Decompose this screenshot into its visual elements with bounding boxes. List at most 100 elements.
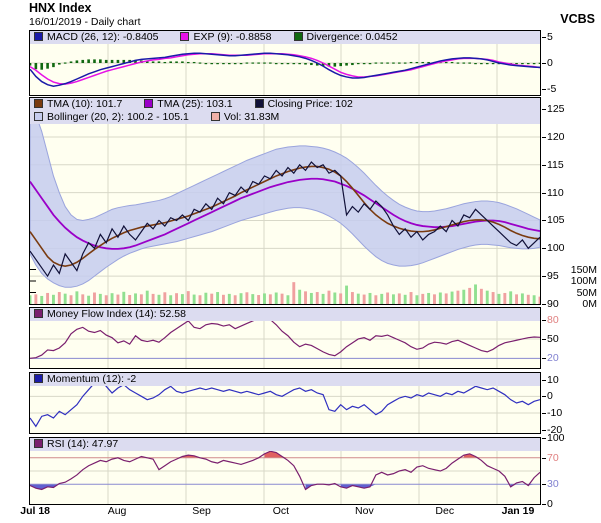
legend-label: MACD (26, 12): -0.8405 [47, 31, 159, 43]
y-axis-label-rsi: 70 [547, 451, 559, 464]
panel-legend: Momentum (12): -2 [30, 373, 540, 386]
x-axis-label: Nov [355, 505, 374, 517]
legend-label: TMA (10): 101.7 [47, 98, 123, 110]
x-axis-label: Jul 18 [20, 505, 51, 517]
plot-area [30, 31, 540, 95]
chart-subtitle: 16/01/2019 - Daily chart [29, 16, 141, 28]
legend-row: RSI (14): 47.97 [30, 438, 540, 451]
legend-swatch [34, 31, 43, 41]
y-axis-tick [542, 339, 546, 340]
legend-label: Divergence: 0.0452 [306, 31, 398, 43]
y-axis-tick [542, 430, 546, 431]
legend-swatch [144, 98, 154, 108]
y-axis-tick [542, 89, 546, 90]
y-axis-label-price: 110 [547, 186, 564, 199]
y-axis-label-price: 100 [547, 242, 565, 255]
y-axis-tick [542, 63, 546, 64]
y-axis-label-macd: 5 [547, 31, 553, 44]
legend-label: Closing Price: 102 [267, 98, 353, 110]
legend-row: Bollinger (20, 2): 100.2 - 105.1 Vol: 31.… [30, 111, 540, 124]
x-axis-label: Sep [192, 505, 211, 517]
y-axis-tick [542, 137, 546, 138]
y-axis-label-price: 95 [547, 270, 559, 283]
legend-row: Momentum (12): -2 [30, 373, 540, 386]
legend-label: TMA (25): 103.1 [157, 98, 233, 110]
y-axis-tick [542, 165, 546, 166]
y-axis-label-rsi: 30 [547, 478, 559, 491]
legend-label: RSI (14): 47.97 [47, 438, 119, 450]
legend-swatch [254, 98, 264, 108]
y-axis-tick [542, 396, 546, 397]
y-axis-tick [542, 193, 546, 194]
legend-swatch [210, 111, 220, 121]
y-axis-label-mfi: 80 [547, 313, 559, 326]
legend-swatch [180, 31, 190, 41]
y-axis-tick [542, 413, 546, 414]
panel-legend: MACD (26, 12): -0.8405 EXP (9): -0.8858 Di… [30, 31, 540, 44]
y-axis-label-mfi: 20 [547, 352, 559, 365]
legend-swatch [34, 373, 43, 383]
y-axis-tick [542, 380, 546, 381]
legend-label: Money Flow Index (14): 52.58 [47, 308, 186, 320]
y-axis-tick [542, 484, 546, 485]
y-axis-tick [542, 320, 546, 321]
legend-swatch [34, 438, 43, 448]
legend-swatch [293, 31, 303, 41]
page-title: HNX Index [29, 1, 92, 15]
panel-macd: MACD (26, 12): -0.8405 EXP (9): -0.8858 Di… [29, 30, 541, 96]
volume-axis-label: 50M [576, 286, 597, 299]
y-axis-tick [542, 458, 546, 459]
brand-label: VCBS [560, 12, 595, 26]
y-axis-label-macd: 0 [547, 57, 553, 69]
plot-area [30, 98, 540, 304]
panel-price: TMA (10): 101.7 TMA (25): 103.1 Closing Pr… [29, 97, 541, 305]
volume-axis-label: 100M [570, 275, 597, 287]
y-axis-label-momentum: -20 [547, 423, 563, 436]
panel-legend: RSI (14): 47.97 [30, 438, 540, 451]
y-axis-tick [542, 248, 546, 249]
volume-axis-label: 0M [582, 298, 597, 310]
volume-axis-label: 150M [570, 263, 597, 276]
legend-label: EXP (9): -0.8858 [193, 31, 272, 43]
legend-swatch [34, 111, 43, 121]
legend-label: Vol: 31.83M [223, 111, 280, 123]
y-axis-tick [542, 504, 546, 505]
chart-header: HNX Index 16/01/2019 - Daily chart VCBS [0, 0, 601, 28]
y-axis-label-price: 125 [547, 103, 565, 116]
y-axis-label-momentum: -10 [547, 407, 563, 419]
y-axis-label-price: 90 [547, 298, 559, 310]
y-axis-label-price: 105 [547, 214, 565, 227]
y-axis-tick [542, 276, 546, 277]
y-axis-tick [542, 37, 546, 38]
x-axis-label: Aug [107, 505, 127, 517]
panel-legend: Money Flow Index (14): 52.58 [30, 308, 540, 321]
y-axis-label-price: 120 [547, 130, 565, 143]
panel-rsi: RSI (14): 47.97 [29, 437, 541, 505]
y-axis-label-mfi: 50 [547, 332, 559, 345]
y-axis-label-macd: -5 [547, 82, 557, 95]
y-axis-label-price: 115 [547, 158, 564, 171]
x-axis-label: Dec [435, 505, 455, 517]
panel-mfi: Money Flow Index (14): 52.58 [29, 307, 541, 369]
y-axis-tick [542, 109, 546, 110]
y-axis-label-rsi: 100 [547, 432, 565, 444]
legend-swatch [34, 98, 43, 108]
panel-legend: TMA (10): 101.7 TMA (25): 103.1 Closing Pr… [30, 98, 540, 124]
y-axis-tick [542, 220, 546, 221]
legend-label: Momentum (12): -2 [47, 373, 137, 385]
x-axis-label: Jan 19 [501, 505, 535, 517]
y-axis-tick [542, 304, 546, 305]
panel-momentum: Momentum (12): -2 [29, 372, 541, 434]
y-axis-tick [542, 438, 546, 439]
x-axis: Jul 18 Aug Sep Oct Nov Dec Jan 19 [20, 505, 541, 523]
y-axis-label-momentum: 10 [547, 373, 559, 386]
legend-swatch [34, 308, 43, 318]
legend-label: Bollinger (20, 2): 100.2 - 105.1 [47, 111, 189, 123]
y-axis-label-rsi: 0 [547, 498, 553, 510]
legend-row: Money Flow Index (14): 52.58 [30, 308, 540, 321]
legend-row: TMA (10): 101.7 TMA (25): 103.1 Closing Pr… [30, 98, 540, 111]
y-axis-label-momentum: 0 [547, 390, 553, 403]
legend-row: MACD (26, 12): -0.8405 EXP (9): -0.8858 Di… [30, 31, 540, 44]
x-axis-label: Oct [272, 505, 290, 517]
